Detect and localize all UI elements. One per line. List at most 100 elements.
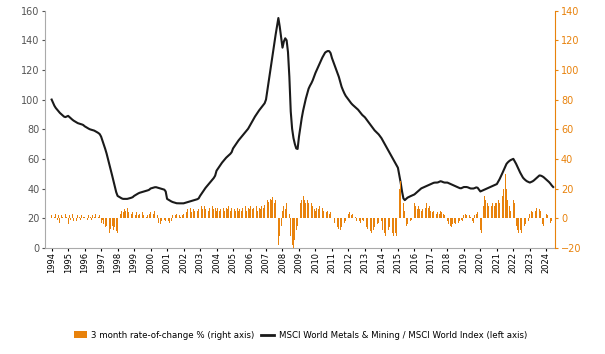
Bar — [69, 215, 70, 218]
Bar — [301, 200, 302, 218]
Bar — [172, 215, 173, 218]
Bar — [466, 215, 467, 218]
Bar — [491, 206, 492, 218]
Bar — [463, 215, 464, 218]
Bar — [505, 174, 506, 218]
Bar — [330, 212, 331, 218]
Bar — [253, 208, 254, 218]
Bar — [223, 208, 224, 218]
Bar — [313, 209, 315, 218]
Bar — [389, 218, 390, 227]
Bar — [120, 214, 121, 218]
Bar — [224, 211, 225, 218]
Bar — [117, 218, 118, 233]
Bar — [499, 203, 500, 218]
Bar — [539, 209, 540, 218]
Bar — [197, 211, 198, 218]
Bar — [366, 218, 367, 227]
Bar — [61, 215, 62, 218]
Bar — [373, 218, 374, 230]
Bar — [433, 211, 434, 218]
Bar — [264, 205, 265, 218]
Bar — [356, 218, 357, 221]
Bar — [110, 218, 111, 229]
Bar — [238, 211, 239, 218]
Bar — [399, 188, 400, 218]
Bar — [348, 214, 349, 218]
Bar — [168, 218, 169, 221]
Bar — [543, 218, 544, 225]
Bar — [488, 206, 489, 218]
Bar — [378, 218, 379, 223]
Bar — [88, 215, 89, 218]
Bar — [485, 200, 486, 218]
Bar — [381, 218, 382, 221]
Bar — [410, 218, 411, 221]
Bar — [527, 218, 528, 223]
Bar — [403, 203, 404, 218]
Bar — [157, 215, 158, 218]
Bar — [419, 209, 420, 218]
Bar — [355, 217, 356, 218]
Bar — [150, 212, 151, 218]
Bar — [510, 211, 511, 218]
Bar — [74, 217, 76, 218]
Bar — [195, 208, 197, 218]
Bar — [99, 215, 100, 218]
Bar — [221, 211, 223, 218]
Bar — [444, 215, 445, 218]
Bar — [129, 209, 131, 218]
Bar — [212, 206, 213, 218]
Bar — [227, 209, 228, 218]
Bar — [80, 218, 81, 219]
Bar — [368, 218, 370, 230]
Bar — [274, 203, 275, 218]
Bar — [461, 218, 462, 219]
Bar — [102, 218, 103, 219]
Bar — [245, 206, 246, 218]
Bar — [385, 218, 386, 236]
Bar — [377, 218, 378, 224]
Bar — [182, 215, 183, 218]
Bar — [450, 218, 451, 225]
Bar — [424, 206, 425, 218]
Bar — [209, 208, 210, 218]
Bar — [98, 217, 99, 218]
Bar — [165, 218, 166, 221]
Bar — [205, 209, 206, 218]
Bar — [447, 218, 448, 221]
Bar — [458, 218, 459, 223]
Bar — [112, 218, 113, 225]
Bar — [106, 218, 107, 225]
Bar — [140, 215, 142, 218]
Bar — [143, 215, 144, 218]
Bar — [304, 200, 305, 218]
Bar — [407, 218, 408, 224]
Bar — [525, 218, 526, 224]
Bar — [219, 211, 220, 218]
Bar — [312, 206, 313, 218]
Bar — [542, 218, 543, 224]
Bar — [311, 203, 312, 218]
Bar — [105, 218, 106, 227]
Bar — [285, 209, 286, 218]
Bar — [231, 208, 232, 218]
Bar — [55, 214, 56, 218]
Bar — [135, 215, 136, 218]
Bar — [474, 215, 476, 218]
Bar — [308, 203, 309, 218]
Bar — [524, 218, 525, 225]
Bar — [114, 218, 116, 227]
Bar — [425, 208, 426, 218]
Bar — [256, 206, 257, 218]
Bar — [176, 214, 177, 218]
Bar — [234, 209, 235, 218]
Bar — [465, 214, 466, 218]
Bar — [300, 203, 301, 218]
Bar — [536, 208, 537, 218]
Bar — [397, 218, 398, 239]
Bar — [100, 218, 102, 223]
Bar — [278, 218, 279, 245]
Bar — [503, 188, 504, 218]
Bar — [495, 203, 496, 218]
